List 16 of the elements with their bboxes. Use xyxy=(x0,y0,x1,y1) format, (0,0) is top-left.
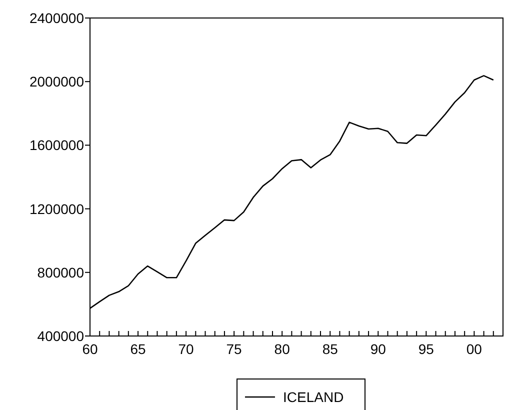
x-tick-label: 70 xyxy=(178,341,194,357)
x-tick-label: 95 xyxy=(418,341,434,357)
x-tick-label: 85 xyxy=(322,341,338,357)
y-tick-label: 2400000 xyxy=(29,10,84,26)
x-tick-label: 80 xyxy=(274,341,290,357)
y-tick-label: 1200000 xyxy=(29,200,84,217)
x-tick-label: 60 xyxy=(82,341,98,357)
y-tick-label: 2000000 xyxy=(29,74,84,90)
legend-label: ICELAND xyxy=(283,389,344,405)
x-tick-label: 90 xyxy=(370,341,386,357)
x-tick-label: 65 xyxy=(130,341,146,357)
x-tick-label: 00 xyxy=(466,341,482,357)
y-tick-label: 1600000 xyxy=(29,137,84,154)
y-tick-label: 800000 xyxy=(37,264,84,280)
x-tick-label: 75 xyxy=(226,341,242,357)
y-tick-label: 400000 xyxy=(37,328,84,344)
